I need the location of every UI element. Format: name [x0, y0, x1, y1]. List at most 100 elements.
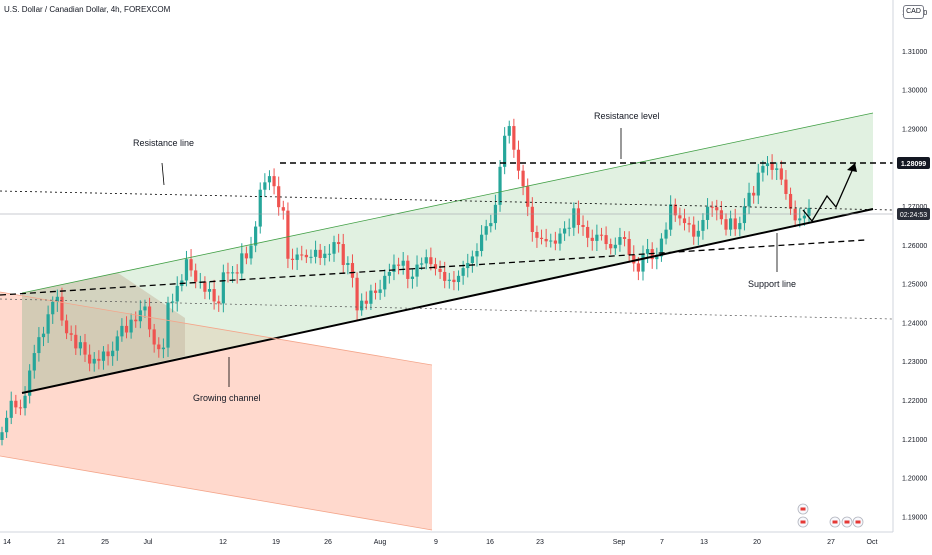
candle-body — [553, 240, 557, 244]
candle — [396, 257, 401, 275]
candle — [157, 337, 161, 358]
event-flag-icon-mark — [800, 507, 806, 511]
candle — [461, 260, 465, 285]
candle-body — [549, 240, 553, 242]
candle — [337, 233, 341, 253]
candle — [779, 160, 783, 186]
candle-body — [572, 208, 576, 228]
candle — [406, 255, 410, 289]
candle — [69, 325, 73, 342]
candle-body — [166, 302, 170, 348]
candle-body — [604, 235, 608, 245]
candle-body — [678, 215, 682, 219]
candle-body — [627, 238, 631, 255]
candle — [23, 386, 27, 416]
y-tick-label: 1.29000 — [902, 126, 927, 133]
candle-body — [78, 342, 82, 349]
candle-body — [383, 275, 387, 290]
candle — [263, 173, 267, 198]
candle-body — [521, 170, 525, 187]
candle-body — [420, 263, 424, 265]
candle-body — [378, 289, 382, 293]
current-time-label-text: 02:24:53 — [900, 212, 927, 219]
candle-body — [599, 234, 604, 236]
candle — [143, 299, 147, 318]
candle-body — [752, 192, 756, 196]
candle-body — [41, 333, 46, 338]
candle-body — [327, 253, 332, 255]
candle-body — [479, 234, 484, 252]
resistance-line-label: Resistance line — [133, 138, 194, 148]
candle — [512, 118, 516, 158]
candle — [410, 269, 415, 289]
candle-body — [350, 263, 355, 278]
candle-body — [64, 320, 69, 334]
candle-body — [14, 400, 18, 408]
candle — [92, 352, 96, 372]
candle — [217, 295, 221, 312]
candle-body — [360, 300, 364, 311]
candle-body — [770, 163, 774, 170]
candle — [567, 218, 571, 237]
x-tick-label: 23 — [536, 539, 544, 546]
candle-body — [779, 168, 783, 180]
candle — [641, 245, 645, 281]
candle-body — [641, 253, 645, 272]
down-channel-bottom-line — [0, 455, 433, 531]
candle-body — [286, 210, 290, 259]
x-tick-label: 7 — [660, 539, 664, 546]
candle-body — [669, 204, 673, 230]
candle — [300, 245, 304, 261]
candle — [55, 289, 59, 312]
currency-badge[interactable]: CAD — [903, 5, 924, 19]
candle — [355, 272, 359, 321]
candle — [572, 202, 576, 236]
x-tick-label: 27 — [827, 539, 835, 546]
event-flag-icon — [829, 516, 841, 528]
x-tick-label: 13 — [700, 539, 708, 546]
event-flag-icon-mark — [844, 520, 850, 524]
candle — [673, 198, 677, 222]
candle — [313, 240, 318, 264]
candle-body — [682, 218, 687, 224]
candle-body — [466, 263, 470, 269]
candle — [765, 156, 770, 176]
candle-body — [489, 223, 493, 227]
candle — [622, 231, 627, 247]
candle-body — [373, 290, 378, 293]
candle-body — [203, 281, 207, 292]
candle-body — [567, 227, 571, 229]
candle-body — [175, 285, 179, 302]
candle-body — [217, 301, 221, 304]
candle — [203, 276, 207, 300]
candle — [581, 215, 585, 236]
candle — [452, 271, 456, 291]
candle — [41, 326, 46, 347]
event-flag-icon — [797, 516, 809, 528]
candle-body — [207, 289, 212, 292]
candle — [346, 256, 350, 275]
candle — [498, 159, 502, 212]
candle — [175, 276, 179, 312]
candle — [249, 236, 253, 265]
candle — [341, 233, 345, 274]
candle — [267, 170, 272, 191]
candle-body — [318, 249, 322, 258]
candle — [166, 296, 170, 357]
candle-body — [526, 186, 530, 207]
candle — [369, 284, 373, 310]
candle — [327, 244, 332, 262]
candle — [613, 237, 617, 255]
candle — [129, 313, 133, 339]
candle-body — [807, 207, 811, 216]
candle-body — [263, 182, 267, 190]
candle-body — [88, 354, 92, 364]
candle-body — [134, 319, 138, 322]
candle-body — [576, 208, 581, 226]
candle — [286, 202, 290, 269]
candle — [636, 257, 640, 281]
candle — [295, 247, 299, 271]
candle — [424, 249, 428, 270]
